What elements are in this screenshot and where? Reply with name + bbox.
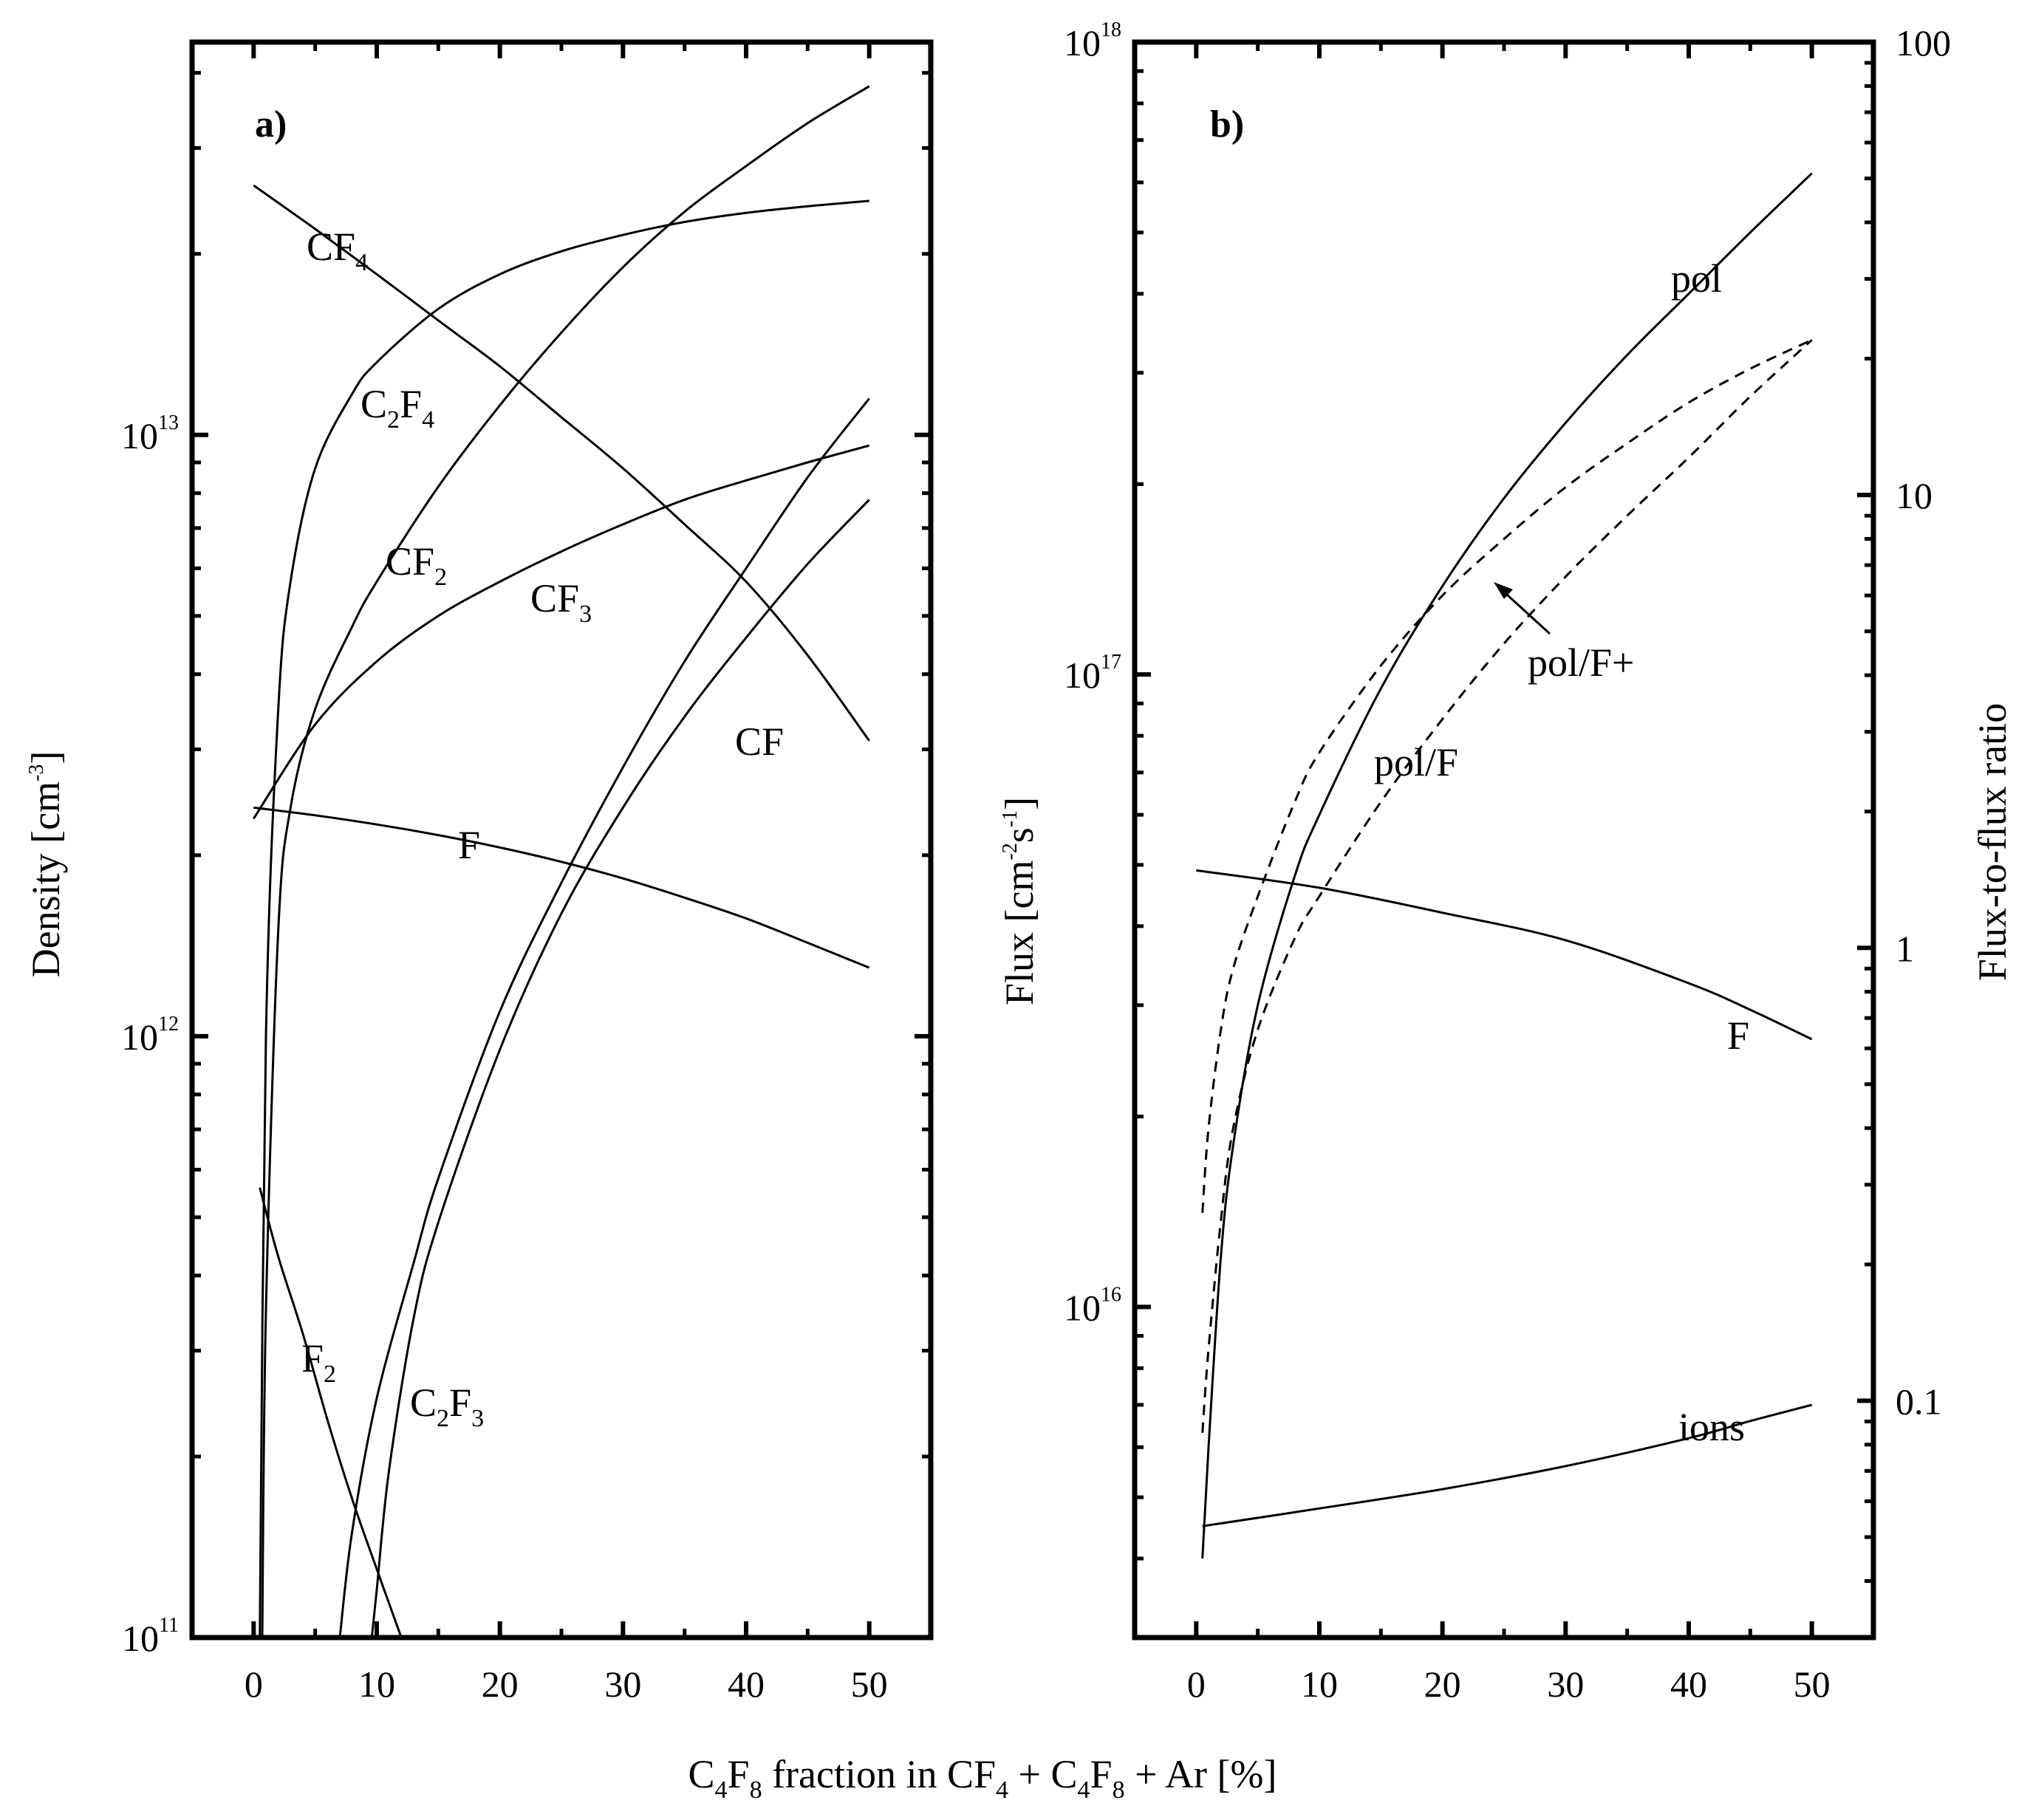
label-pol-f-plus: pol/F+ <box>1528 640 1635 685</box>
x-tick-label: 0 <box>1187 1663 1206 1705</box>
y-tick-label: 1016 <box>1064 1283 1121 1328</box>
label-f2: F2 <box>301 1336 336 1388</box>
x-axis-title: C4F8 fraction in CF4 + C4F8 + Ar [%] <box>688 1752 1277 1804</box>
label-cf2: CF2 <box>386 539 447 591</box>
series-pol-f-plus-line <box>1201 338 1813 1214</box>
panel-b: b) 0 10 20 30 40 50 1016 1017 1018 0.1 1 10 100 Fl… <box>997 18 2014 1705</box>
label-cf: CF <box>735 719 784 764</box>
panel-a-plot-area <box>253 85 870 1638</box>
panel-b-y-tick-labels: 1016 1017 1018 <box>1064 18 1121 1328</box>
panel-a-label: a) <box>255 103 287 146</box>
label-cf3: CF3 <box>530 576 592 628</box>
label-pol: pol <box>1671 256 1722 301</box>
series-ions-line <box>1202 1403 1813 1528</box>
series-c2f4-line <box>259 199 869 1638</box>
y-tick-label: 1018 <box>1064 18 1121 64</box>
panel-a-x-tick-labels: 0 10 20 30 40 50 <box>245 1663 888 1705</box>
y-tick-label: 1011 <box>122 1614 179 1659</box>
series-f2-line <box>259 1187 403 1638</box>
series-f-line <box>253 806 870 969</box>
panel-a-ticks <box>190 42 933 1640</box>
series-c2f3-line <box>370 499 870 1638</box>
y2-tick-label: 100 <box>1896 22 1951 64</box>
y2-tick-label: 10 <box>1896 475 1932 516</box>
panel-a: a) 0 10 20 30 40 50 1011 1012 1013 Density [cm-… <box>24 39 934 1705</box>
x-tick-label: 40 <box>1670 1663 1707 1705</box>
panel-b-y-axis-title: Flux [cm-2s-1] <box>997 797 1042 1005</box>
panel-a-y-tick-labels: 1011 1012 1013 <box>121 411 179 1659</box>
series-pol-f-line <box>1201 339 1813 1433</box>
y-tick-label: 1017 <box>1064 651 1121 696</box>
panel-b-curves <box>1196 172 1813 1559</box>
y-tick-label: 1012 <box>121 1013 179 1058</box>
panel-a-curves <box>253 85 870 1638</box>
x-tick-label: 50 <box>1794 1663 1831 1705</box>
label-f-flux: F <box>1727 1013 1749 1058</box>
label-c2f4: C2F4 <box>360 382 434 434</box>
panel-b-label: b) <box>1210 103 1244 146</box>
x-tick-label: 30 <box>604 1663 641 1705</box>
series-cf4-line <box>253 184 870 742</box>
y2-tick-label: 1 <box>1896 928 1914 969</box>
series-cf2-line <box>261 85 870 1638</box>
panel-b-frame <box>1132 39 1876 1641</box>
label-cf4: CF4 <box>307 225 368 276</box>
x-tick-label: 50 <box>851 1663 888 1705</box>
panel-a-frame <box>189 39 934 1641</box>
x-tick-label: 40 <box>728 1663 765 1705</box>
y2-tick-label: 0.1 <box>1896 1381 1942 1422</box>
series-cf3-line <box>253 444 870 820</box>
label-f: F <box>458 823 480 867</box>
x-tick-label: 20 <box>482 1663 519 1705</box>
label-pol-f: pol/F <box>1374 740 1458 784</box>
pol-f-plus-arrow-line <box>1498 586 1551 635</box>
label-ions: ions <box>1678 1405 1745 1449</box>
panel-b-ticks <box>1132 40 1876 1640</box>
series-f-line <box>1196 869 1813 1041</box>
series-cf-line <box>338 397 870 1638</box>
panel-a-y-axis-title: Density [cm-3] <box>24 751 68 978</box>
panel-b-plot-area <box>1196 172 1813 1559</box>
series-pol-line <box>1201 172 1813 1559</box>
y-tick-label: 1013 <box>121 411 179 456</box>
x-tick-label: 20 <box>1424 1663 1461 1705</box>
x-tick-label: 0 <box>245 1663 263 1705</box>
x-tick-label: 30 <box>1547 1663 1584 1705</box>
panel-b-x-tick-labels: 0 10 20 30 40 50 <box>1187 1663 1831 1705</box>
panel-b-y2-tick-labels: 0.1 1 10 100 <box>1896 22 1951 1422</box>
pol-f-plus-arrow-head <box>1494 582 1513 599</box>
x-tick-label: 10 <box>1301 1663 1338 1705</box>
label-c2f3: C2F3 <box>410 1381 484 1432</box>
panel-b-y2-axis-title: Flux-to-flux ratio <box>1970 703 2014 981</box>
x-tick-label: 10 <box>358 1663 395 1705</box>
